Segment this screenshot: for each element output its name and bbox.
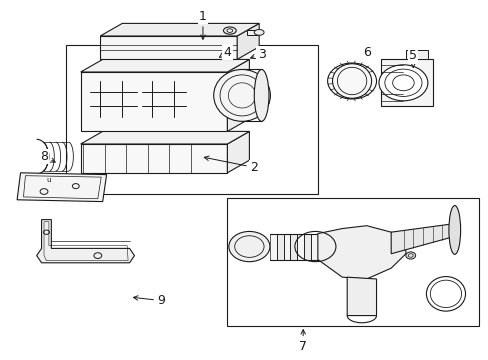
Bar <box>227 198 478 326</box>
Circle shape <box>228 231 269 262</box>
Polygon shape <box>304 234 310 260</box>
Bar <box>66 45 317 194</box>
Text: 2: 2 <box>204 156 258 174</box>
Polygon shape <box>317 226 405 279</box>
Polygon shape <box>100 36 237 59</box>
Polygon shape <box>405 50 427 59</box>
Polygon shape <box>227 131 249 173</box>
Ellipse shape <box>223 27 236 34</box>
Polygon shape <box>310 234 317 260</box>
Ellipse shape <box>378 65 427 101</box>
Polygon shape <box>390 224 454 254</box>
Ellipse shape <box>332 64 371 98</box>
Polygon shape <box>346 277 376 316</box>
Text: 9: 9 <box>133 294 165 307</box>
Polygon shape <box>237 23 259 59</box>
Text: u: u <box>46 177 51 183</box>
Polygon shape <box>17 173 106 202</box>
Ellipse shape <box>254 30 264 35</box>
Polygon shape <box>283 234 290 260</box>
Text: 4: 4 <box>219 46 231 59</box>
Polygon shape <box>81 59 249 72</box>
Ellipse shape <box>426 276 465 311</box>
Text: 6: 6 <box>362 46 370 59</box>
Polygon shape <box>297 234 304 260</box>
Polygon shape <box>37 220 134 263</box>
Ellipse shape <box>448 206 460 255</box>
Polygon shape <box>81 72 227 131</box>
Polygon shape <box>81 144 227 173</box>
Polygon shape <box>246 30 259 35</box>
Text: 5: 5 <box>408 49 416 67</box>
Polygon shape <box>269 234 276 260</box>
Ellipse shape <box>213 69 270 121</box>
Text: 7: 7 <box>299 330 306 353</box>
Ellipse shape <box>254 69 268 121</box>
Text: 8: 8 <box>40 150 55 163</box>
Polygon shape <box>81 131 249 144</box>
Text: 1: 1 <box>199 10 206 39</box>
Text: 3: 3 <box>250 48 265 60</box>
Polygon shape <box>276 234 283 260</box>
Polygon shape <box>100 23 259 36</box>
Circle shape <box>405 252 415 259</box>
Polygon shape <box>227 59 249 131</box>
Polygon shape <box>290 234 297 260</box>
Polygon shape <box>381 59 432 106</box>
